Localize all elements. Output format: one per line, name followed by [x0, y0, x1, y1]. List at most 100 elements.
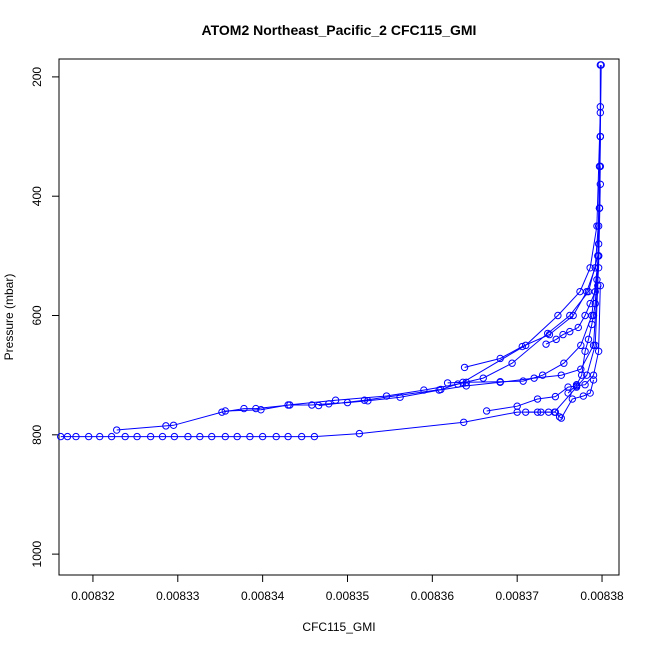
y-tick-label: 200: [30, 67, 44, 87]
data-point: [530, 374, 538, 382]
data-point: [589, 376, 598, 384]
data-point: [551, 392, 560, 401]
data-point: [196, 432, 204, 441]
data-point: [554, 311, 562, 320]
series-line: [464, 208, 600, 368]
data-point: [437, 385, 445, 394]
data-point: [577, 371, 586, 379]
data-point: [533, 408, 542, 416]
data-point: [112, 426, 121, 434]
data-point: [420, 386, 428, 394]
series-line: [318, 112, 601, 407]
data-point: [72, 432, 80, 441]
data-point: [84, 432, 93, 441]
data-point: [591, 264, 599, 272]
series-3: [221, 132, 605, 415]
data-point: [596, 281, 605, 290]
data-point: [595, 204, 604, 212]
data-point: [591, 287, 599, 296]
data-point: [162, 422, 170, 430]
data-point: [518, 342, 526, 351]
data-point: [284, 432, 292, 441]
data-point: [218, 408, 226, 416]
data-point: [584, 335, 593, 344]
data-point: [557, 414, 566, 422]
data-point: [63, 432, 72, 441]
data-point: [170, 432, 179, 441]
data-point: [443, 379, 452, 387]
data-point: [272, 432, 280, 441]
data-point: [355, 429, 364, 438]
data-point: [252, 404, 260, 413]
data-point: [96, 432, 104, 441]
series-10: [564, 61, 605, 397]
x-tick-label: 0.00835: [326, 589, 370, 603]
data-point: [482, 407, 491, 415]
data-point: [594, 240, 603, 248]
data-point: [586, 299, 594, 308]
data-point: [521, 408, 530, 416]
data-point: [221, 407, 230, 415]
data-point: [552, 335, 560, 344]
series-7: [482, 281, 605, 415]
data-point: [574, 323, 582, 332]
x-tick-label: 0.00837: [495, 589, 539, 603]
data-point: [593, 276, 601, 284]
data-point: [597, 61, 605, 69]
series-1: [56, 61, 605, 441]
data-point: [559, 330, 567, 339]
data-point: [284, 401, 292, 409]
data-point: [314, 401, 323, 410]
data-point: [572, 381, 581, 389]
x-tick-label: 0.00838: [580, 589, 624, 603]
data-point: [360, 396, 369, 404]
data-point: [596, 132, 605, 141]
series-2: [112, 180, 605, 434]
data-point: [560, 359, 568, 367]
data-point: [519, 377, 527, 385]
data-point: [107, 432, 116, 441]
series-line: [447, 166, 601, 384]
chart-title: ATOM2 Northeast_Pacific_2 CFC115_GMI: [202, 22, 477, 38]
x-axis-label: CFC115_GMI: [302, 620, 375, 634]
data-point: [577, 341, 585, 350]
data-point: [221, 432, 230, 441]
data-point: [542, 340, 550, 348]
data-point: [555, 413, 564, 421]
data-point: [158, 432, 167, 441]
y-tick-label: 600: [30, 305, 44, 325]
data-point: [589, 371, 598, 379]
y-axis-label: Pressure (mbar): [2, 274, 16, 361]
series-line: [567, 64, 602, 394]
data-point: [581, 381, 589, 389]
data-point: [569, 311, 577, 320]
data-point: [233, 432, 241, 441]
data-point: [146, 432, 155, 441]
data-point: [591, 299, 599, 308]
data-point: [568, 395, 577, 403]
series-line: [60, 65, 601, 438]
data-point: [589, 341, 598, 350]
data-point: [460, 363, 469, 372]
data-point: [588, 320, 596, 329]
x-tick-label: 0.00836: [411, 589, 455, 603]
data-point: [586, 389, 594, 397]
data-point: [533, 395, 542, 403]
data-point: [579, 392, 588, 400]
series-line: [116, 184, 601, 431]
data-point: [310, 432, 319, 441]
series-8: [521, 376, 598, 422]
data-point: [583, 287, 591, 296]
data-point: [208, 432, 216, 441]
x-axis: 0.00832 0.00833 0.00834 0.00835 0.00836 0.008…: [71, 574, 624, 603]
data-point: [133, 432, 141, 441]
data-point: [479, 374, 487, 382]
data-point: [593, 222, 601, 230]
data-point: [496, 354, 504, 363]
data-point: [581, 347, 589, 356]
data-point: [257, 406, 265, 414]
series-line: [486, 285, 601, 412]
y-tick-label: 800: [30, 424, 44, 444]
data-point: [581, 311, 589, 320]
